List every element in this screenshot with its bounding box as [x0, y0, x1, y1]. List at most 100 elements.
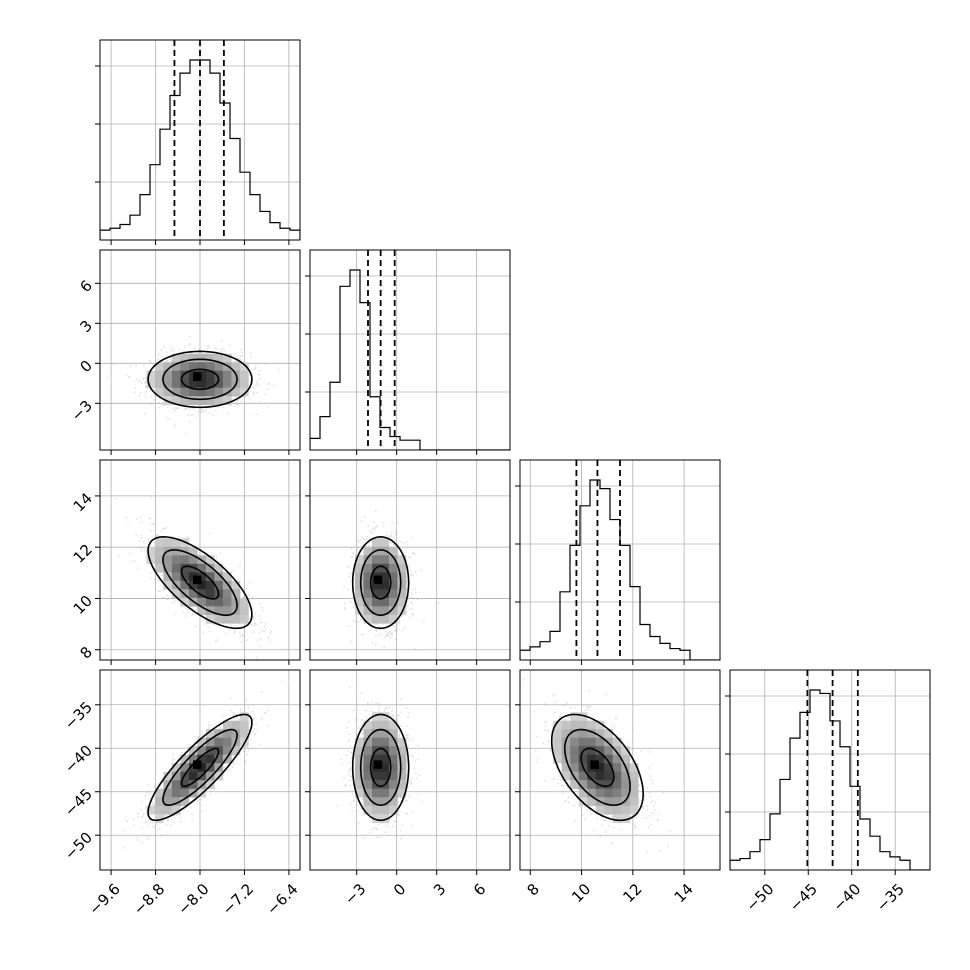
density-cell — [222, 370, 232, 380]
density-cell — [570, 771, 579, 781]
density-cell — [578, 737, 588, 747]
density-cell — [154, 387, 164, 397]
density-cell — [612, 814, 622, 823]
density-cell — [205, 597, 215, 607]
density-cell — [214, 387, 224, 397]
density-cell — [621, 771, 630, 781]
density-cell — [355, 780, 364, 789]
density-cell — [595, 754, 605, 764]
density-cell — [180, 788, 190, 798]
density-cell — [363, 805, 373, 815]
density-cell — [188, 555, 198, 565]
density-cell — [205, 387, 215, 397]
y-tick-label: 6 — [77, 277, 96, 296]
panel-frame — [309, 669, 511, 871]
density-cell — [163, 771, 173, 781]
density-cell — [222, 720, 232, 730]
density-cell — [380, 572, 390, 582]
density-cell — [222, 353, 232, 363]
density-cell — [629, 788, 639, 798]
density-cell — [389, 746, 398, 755]
density-cell — [188, 396, 198, 405]
density-cell — [389, 797, 398, 806]
density-cell — [621, 805, 630, 815]
density-cell — [612, 805, 622, 815]
density-cell — [570, 737, 579, 747]
density-cell — [363, 797, 373, 806]
density-cell — [180, 780, 190, 789]
density-cell — [595, 729, 605, 738]
density-cell — [188, 387, 198, 397]
density-cell — [222, 746, 232, 755]
density-contour — [147, 535, 253, 630]
density-cell — [180, 597, 190, 607]
density-cell — [222, 597, 232, 607]
density-cell — [595, 805, 605, 815]
density-cell — [180, 362, 190, 371]
density-cell — [205, 353, 215, 363]
density-cell — [222, 614, 232, 624]
density-cell — [389, 729, 398, 738]
density-cell — [355, 737, 364, 747]
x-tick-label: −40 — [829, 880, 864, 915]
y-tick-label: −50 — [61, 828, 96, 863]
density-cell — [570, 720, 579, 730]
density-cell — [372, 814, 381, 823]
x-tick-label: −8.0 — [174, 880, 212, 918]
density-cell — [363, 737, 373, 747]
density-contour — [180, 747, 220, 788]
density-cell — [146, 379, 156, 388]
density-cell — [397, 555, 407, 565]
density-cell — [146, 370, 156, 380]
density-cell — [239, 362, 249, 371]
density-cell — [171, 546, 181, 556]
density-cell — [397, 746, 407, 755]
density-cell — [604, 797, 613, 806]
density-cell — [553, 746, 562, 755]
density-cell — [222, 589, 232, 599]
density-cell — [197, 597, 207, 607]
density-cell — [621, 797, 630, 806]
density-cell — [389, 780, 398, 789]
y-tick-label: −40 — [61, 742, 96, 777]
density-cell — [214, 572, 224, 582]
density-cell — [595, 746, 605, 755]
density-cell — [595, 788, 605, 798]
density-cell — [197, 563, 207, 573]
density-cell — [171, 379, 181, 388]
density-cell — [397, 788, 407, 798]
density-cell — [380, 788, 390, 798]
density-cell — [188, 362, 198, 371]
density-cell — [578, 771, 588, 781]
density-cell — [188, 754, 198, 764]
density-cell — [188, 780, 198, 789]
density-cell — [180, 396, 190, 405]
density-cell — [363, 720, 373, 730]
density-cell — [163, 788, 173, 798]
density-cell — [197, 606, 207, 616]
density-cell — [372, 712, 381, 721]
histogram-steps — [730, 689, 930, 870]
density-cell — [629, 780, 639, 789]
x-tick-label: −45 — [786, 880, 821, 915]
density-cell — [222, 379, 232, 388]
density-cell — [154, 805, 164, 815]
density-cell — [553, 729, 562, 738]
histogram-steps — [520, 479, 720, 660]
density-contour — [369, 565, 392, 600]
density-cell — [389, 805, 398, 815]
density-cell — [561, 746, 571, 755]
density-cell — [222, 572, 232, 582]
x-tick-label: −50 — [742, 880, 777, 915]
density-cell — [578, 729, 588, 738]
y-tick-label: 3 — [77, 317, 96, 336]
density-cell — [180, 763, 190, 772]
density-cell — [553, 754, 562, 764]
x-tick-label: −35 — [873, 880, 908, 915]
density-contour — [162, 358, 238, 401]
y-tick-label: 10 — [70, 592, 96, 618]
histogram-panel-2 — [515, 459, 721, 665]
panel-frame — [519, 669, 721, 871]
density-cell — [570, 780, 579, 789]
density-cell — [612, 797, 622, 806]
